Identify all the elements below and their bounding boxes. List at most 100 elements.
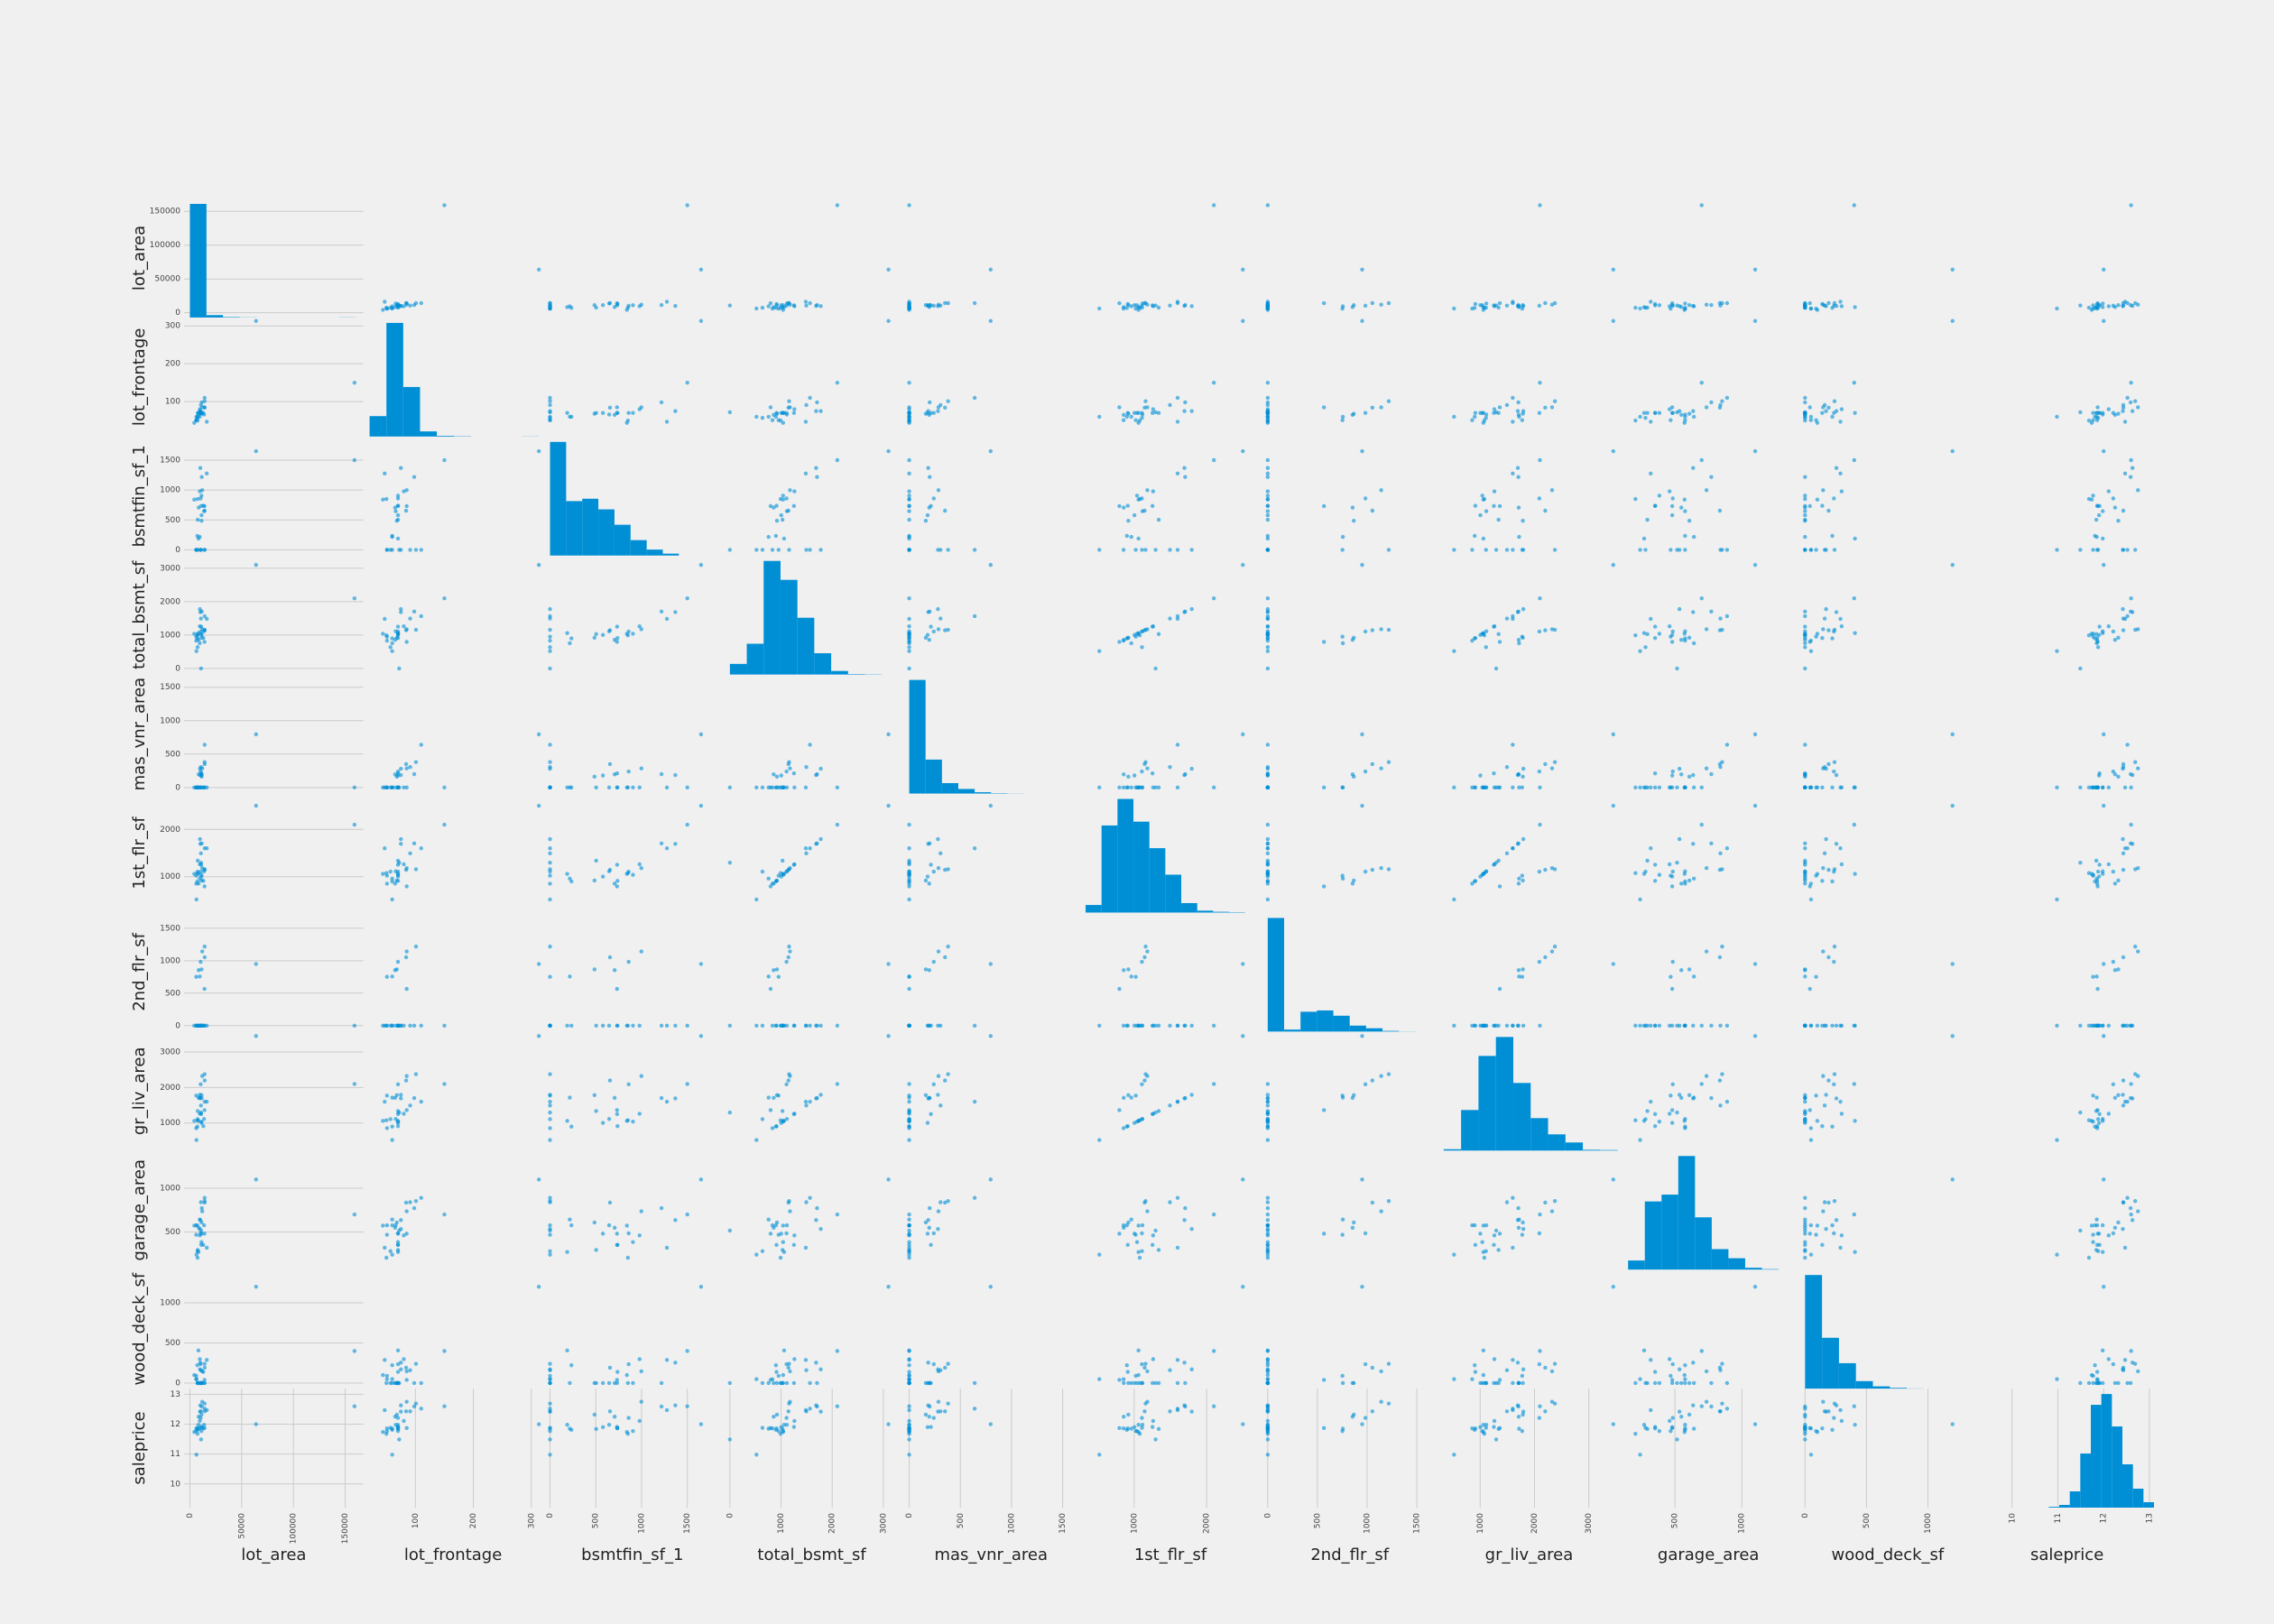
scatter-point — [2086, 1380, 2092, 1386]
scatter-point — [395, 624, 401, 629]
scatter-point — [803, 785, 809, 790]
scatter-point — [1379, 1399, 1383, 1404]
scatter-point — [779, 1232, 783, 1236]
scatter-point — [1117, 986, 1122, 992]
scatter-point — [1143, 944, 1148, 949]
y-tick-label: 1000 — [160, 486, 180, 495]
scatter-point — [1504, 1200, 1510, 1204]
scatter-point — [938, 402, 943, 408]
scatter-point — [194, 1252, 199, 1257]
scatter-point — [1322, 405, 1326, 410]
scatter-point — [1143, 1199, 1148, 1204]
scatter-point — [1641, 1023, 1647, 1028]
scatter-point — [1638, 1138, 1642, 1142]
scatter-point — [1824, 304, 1828, 309]
scatter-point — [2112, 772, 2118, 777]
scatter-point — [1492, 503, 1496, 509]
scatter-point — [195, 533, 199, 539]
scatter-point — [946, 944, 950, 949]
scatter-point — [1807, 300, 1812, 306]
scatter-point — [1117, 405, 1122, 410]
scatter-point — [390, 1377, 394, 1381]
scatter-point — [615, 624, 620, 629]
histogram-bar — [1086, 905, 1102, 913]
scatter-point — [199, 1200, 203, 1204]
scatter-point — [791, 1425, 797, 1429]
scatter-point — [1175, 614, 1180, 619]
scatter-point — [199, 949, 205, 954]
scatter-point — [1150, 1425, 1155, 1429]
scatter-point — [1724, 1023, 1730, 1028]
scatter-point — [770, 306, 775, 311]
scatter-point — [639, 1369, 643, 1374]
scatter-point — [2122, 1099, 2128, 1104]
scatter-point — [1803, 624, 1807, 629]
y-axis-label: bsmtfin_sf_1 — [130, 445, 149, 547]
scatter-point — [2089, 785, 2094, 790]
scatter-point — [2055, 897, 2059, 902]
scatter-point — [1379, 405, 1383, 410]
scatter-point — [664, 1099, 670, 1104]
histogram-bar — [1149, 848, 1166, 913]
scatter-point — [600, 874, 605, 879]
scatter-point — [1699, 1082, 1704, 1086]
scatter-point — [2100, 1380, 2105, 1386]
scatter-point — [615, 879, 620, 883]
x-tick-label: 12 — [2100, 1513, 2109, 1523]
histogram-bar — [1583, 1149, 1601, 1151]
scatter-point — [1652, 1370, 1658, 1374]
scatter-point — [395, 635, 401, 641]
scatter-point — [1611, 732, 1616, 737]
scatter-point — [592, 635, 597, 641]
scatter-point — [548, 1126, 552, 1130]
scatter-point — [1511, 395, 1515, 401]
scatter-point — [1265, 471, 1271, 475]
scatter-point — [1265, 203, 1271, 208]
scatter-point — [1129, 1095, 1133, 1100]
scatter-point — [1481, 1348, 1486, 1353]
scatter-point — [1832, 1199, 1837, 1204]
scatter-point — [195, 1427, 199, 1433]
scatter-point — [2093, 533, 2097, 539]
scatter-point — [1538, 1023, 1542, 1028]
scatter-point — [612, 881, 617, 886]
histogram-bar — [1267, 918, 1285, 1032]
scatter-point — [399, 606, 403, 612]
scatter-point — [548, 1409, 552, 1414]
scatter-point — [548, 1072, 552, 1076]
scatter-point — [659, 302, 664, 308]
scatter-point — [2089, 872, 2094, 876]
scatter-point — [1521, 774, 1525, 780]
scatter-point — [907, 1380, 911, 1386]
scatter-point — [1638, 649, 1642, 653]
scatter-point — [1132, 512, 1137, 518]
scatter-point — [2112, 968, 2118, 973]
scatter-point — [770, 881, 775, 886]
scatter-point — [2097, 863, 2102, 867]
scatter-point — [1803, 641, 1807, 646]
scatter-point — [1520, 1232, 1525, 1237]
scatter-point — [1853, 631, 1857, 635]
scatter-point — [1175, 1023, 1180, 1028]
scatter-point — [907, 503, 911, 508]
scatter-point — [1360, 732, 1364, 737]
scatter-point — [1370, 1078, 1375, 1083]
scatter-point — [395, 1119, 401, 1123]
scatter-point — [403, 508, 409, 513]
scatter-point — [1478, 632, 1483, 637]
scatter-point — [2130, 1218, 2135, 1223]
scatter-point — [1265, 503, 1271, 509]
scatter-point — [399, 466, 403, 470]
scatter-point — [639, 405, 643, 410]
histogram-bar — [1284, 1029, 1301, 1032]
scatter-point — [1340, 414, 1345, 420]
scatter-point — [1168, 764, 1172, 770]
scatter-point — [1124, 1427, 1130, 1433]
scatter-point — [1183, 475, 1188, 479]
scatter-point — [1511, 1407, 1515, 1413]
scatter-point — [631, 411, 635, 415]
scatter-point — [754, 548, 759, 552]
scatter-point — [779, 773, 783, 778]
scatter-point — [780, 858, 785, 863]
scatter-point — [192, 1223, 197, 1228]
